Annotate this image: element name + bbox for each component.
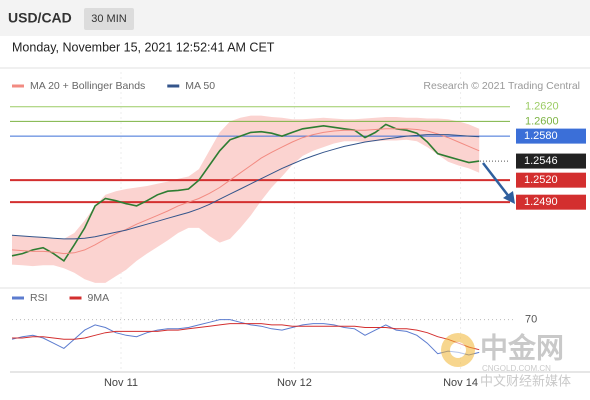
credit: Research © 2021 Trading Central xyxy=(423,80,580,92)
level-label: 1.2490 xyxy=(524,196,558,208)
x-tick-label: Nov 14 xyxy=(443,377,478,389)
legend-label: MA 20 + Bollinger Bands xyxy=(30,80,145,92)
legend-label: RSI xyxy=(30,292,48,304)
watermark-logo xyxy=(450,342,466,358)
watermark-name: 中金网 xyxy=(480,331,564,363)
x-tick-label: Nov 12 xyxy=(277,377,312,389)
level-box xyxy=(516,194,586,210)
legend-label: MA 50 xyxy=(185,80,215,92)
level-box xyxy=(516,153,586,169)
rsi-panel: 70 RSI 9MA xyxy=(11,292,537,356)
x-tick-label: Nov 11 xyxy=(104,377,138,389)
legend-label: 9MA xyxy=(88,292,110,304)
level-label: 1.2580 xyxy=(524,130,558,142)
arrow-head xyxy=(503,191,515,204)
series-line xyxy=(12,323,480,351)
y-tick-label: 70 xyxy=(525,314,537,326)
series-line xyxy=(11,123,480,263)
watermark: 中金网 CNGOLD.COM.CN 中文财经新媒体 xyxy=(441,331,571,388)
series-line xyxy=(11,128,480,255)
level-label: 1.2520 xyxy=(524,174,558,186)
price-panel: Nov 11 Nov 12 Nov 14 MA 20 + Bollinger Band… xyxy=(10,72,586,389)
level-label: 1.2620 xyxy=(525,101,559,113)
level-label: 1.2546 xyxy=(524,155,558,167)
forecast-arrow xyxy=(482,162,511,199)
interval[interactable]: 30 MIN xyxy=(91,13,127,25)
series-line xyxy=(11,134,480,240)
interval-box[interactable] xyxy=(84,8,134,30)
datetime: Monday, November 15, 2021 12:52:41 AM CE… xyxy=(12,40,275,54)
watermark-site: CNGOLD.COM.CN xyxy=(482,364,551,373)
level-label: 1.2600 xyxy=(525,115,559,127)
level-box xyxy=(516,172,586,188)
bollinger-band xyxy=(12,115,480,283)
watermark-slogan: 中文财经新媒体 xyxy=(480,373,571,388)
symbol: USD/CAD xyxy=(8,10,72,26)
level-box xyxy=(516,128,586,144)
